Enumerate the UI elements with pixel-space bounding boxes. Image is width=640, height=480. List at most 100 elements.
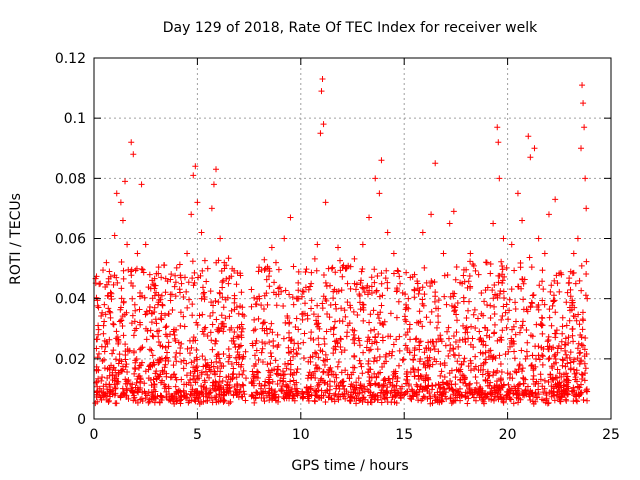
data-point: [273, 302, 280, 309]
data-point: [364, 291, 371, 298]
data-point: [95, 331, 102, 338]
data-point: [467, 258, 474, 265]
data-point: [419, 323, 426, 330]
data-point: [366, 377, 373, 384]
data-point: [570, 356, 577, 363]
data-point: [236, 371, 243, 378]
data-point: [139, 389, 146, 396]
data-point: [431, 278, 438, 285]
data-point: [457, 279, 464, 286]
data-point: [575, 340, 582, 347]
data-point: [519, 368, 526, 375]
data-point: [437, 336, 444, 343]
data-point: [453, 263, 460, 270]
data-point: [496, 352, 503, 359]
data-point: [275, 363, 282, 370]
data-point: [119, 313, 126, 320]
data-point: [376, 293, 383, 300]
data-point: [198, 369, 205, 376]
data-point: [272, 259, 279, 266]
data-point: [535, 343, 542, 350]
data-point: [300, 310, 307, 317]
data-point: [455, 343, 462, 350]
data-point: [346, 375, 353, 382]
data-point: [227, 388, 234, 395]
data-point: [130, 348, 137, 355]
data-point: [547, 371, 554, 378]
data-point: [190, 364, 197, 371]
data-point: [395, 268, 402, 275]
data-point: [499, 263, 506, 270]
data-point: [552, 351, 559, 358]
data-point: [539, 322, 546, 329]
data-point: [106, 308, 113, 315]
data-point: [384, 279, 391, 286]
data-point: [532, 398, 539, 405]
y-tick-label: 0.12: [55, 51, 86, 67]
data-point: [524, 383, 531, 390]
data-point: [512, 318, 519, 325]
data-point: [106, 381, 113, 388]
data-point: [371, 326, 378, 333]
data-point: [529, 352, 536, 359]
data-point: [158, 274, 165, 281]
data-point: [453, 387, 460, 394]
data-point: [457, 376, 464, 383]
data-point: [442, 342, 449, 349]
data-point: [238, 289, 245, 296]
data-point: [351, 340, 358, 347]
data-point: [106, 372, 113, 379]
data-point: [209, 382, 216, 389]
data-point: [286, 395, 293, 402]
data-point: [528, 362, 535, 369]
data-point: [373, 357, 380, 364]
data-point: [466, 298, 473, 305]
data-point: [259, 339, 266, 346]
data-point: [566, 354, 573, 361]
data-point: [169, 307, 176, 314]
data-point: [312, 375, 319, 382]
data-point: [360, 317, 367, 324]
data-point: [562, 347, 569, 354]
data-point: [114, 380, 121, 387]
data-point: [240, 367, 247, 374]
data-point: [567, 349, 574, 356]
data-point: [452, 374, 459, 381]
data-point: [189, 312, 196, 319]
data-point: [155, 338, 162, 345]
data-point: [567, 365, 574, 372]
data-point: [216, 391, 223, 398]
data-point: [258, 302, 265, 309]
data-point: [93, 363, 100, 370]
data-point: [480, 366, 487, 373]
data-point: [99, 358, 106, 365]
data-point: [308, 297, 315, 304]
data-point: [167, 297, 174, 304]
data-point: [231, 306, 238, 313]
data-point: [239, 381, 246, 388]
data-point: [172, 293, 179, 300]
data-point: [295, 340, 302, 347]
data-point: [337, 335, 344, 342]
data-point: [375, 315, 382, 322]
data-point: [524, 308, 531, 315]
data-point: [511, 267, 518, 274]
data-point: [106, 336, 113, 343]
data-point: [295, 279, 302, 286]
data-point: [102, 390, 109, 397]
data-point: [269, 329, 276, 336]
data-point: [437, 360, 444, 367]
data-point: [214, 365, 221, 372]
data-point: [390, 250, 397, 257]
data-point: [294, 351, 301, 358]
data-point: [129, 389, 136, 396]
data-point: [519, 217, 526, 224]
data-point: [125, 348, 132, 355]
data-point: [421, 349, 428, 356]
data-point: [226, 354, 233, 361]
data-point: [286, 291, 293, 298]
data-point: [300, 339, 307, 346]
data-point: [396, 333, 403, 340]
data-point: [290, 377, 297, 384]
data-point: [221, 397, 228, 404]
